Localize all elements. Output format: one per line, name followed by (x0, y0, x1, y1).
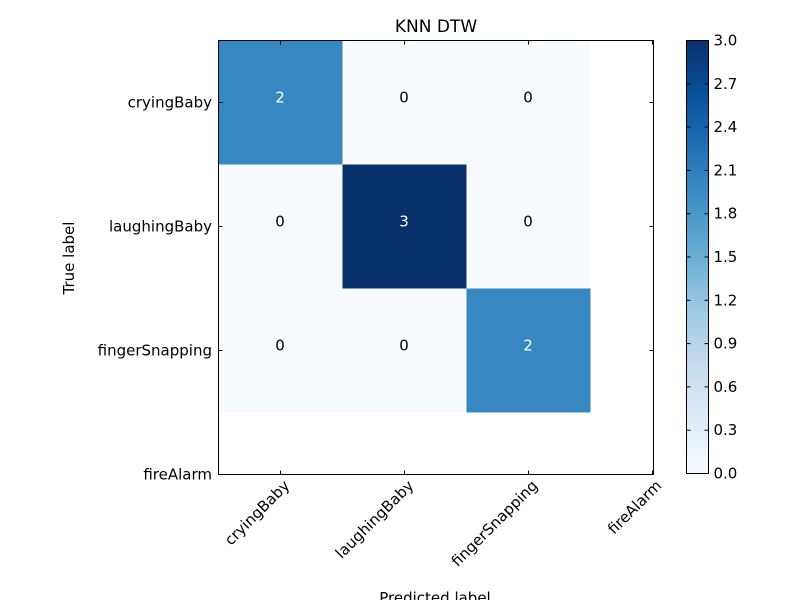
x-tick-label: fireAlarm (604, 477, 665, 538)
heatmap-cell (342, 164, 467, 289)
heatmap-cell (218, 164, 343, 289)
heatmap-cell (342, 40, 467, 165)
cell-value-label: 0 (399, 337, 409, 355)
heatmap-cell-labels: 2 0 0 0 3 0 0 0 2 (275, 89, 533, 355)
cell-value-label: 0 (275, 213, 285, 231)
plot-frame (218, 40, 654, 475)
y-tick-label: fireAlarm (143, 466, 212, 484)
heatmap-cell (218, 40, 343, 165)
y-tick-label: laughingBaby (109, 218, 212, 236)
cell-value-label: 2 (523, 337, 533, 355)
colorbar-ticks: 0.0 0.3 0.6 0.9 1.2 1.5 1.8 2.1 2.4 2.7 3.0 (686, 32, 738, 483)
y-axis-label: True label (60, 222, 78, 296)
x-tick-label: fingerSnapping (448, 477, 542, 571)
heatmap-cell (342, 288, 467, 413)
colorbar-tick-label: 1.5 (714, 248, 738, 266)
colorbar-tick-label: 0.6 (714, 378, 738, 396)
x-tick-label: laughingBaby (332, 477, 418, 563)
colorbar-tick-label: 1.8 (714, 205, 738, 223)
cell-value-label: 0 (523, 213, 533, 231)
y-tick-label: fingerSnapping (98, 342, 212, 360)
x-tick-label: cryingBaby (221, 477, 293, 549)
axis-ticks (218, 40, 654, 475)
heatmap-cells (218, 40, 591, 413)
cell-value-label: 0 (275, 337, 285, 355)
cell-value-label: 0 (523, 89, 533, 107)
cell-value-label: 3 (399, 213, 409, 231)
x-axis-label: Predicted label (379, 589, 490, 600)
chart-title: KNN DTW (395, 17, 477, 37)
colorbar-tick-label: 2.1 (714, 161, 738, 179)
heatmap-cell (218, 288, 343, 413)
x-tick-labels: cryingBaby laughingBaby fingerSnapping fire… (221, 477, 665, 571)
heatmap-cell (466, 40, 591, 165)
y-tick-labels: cryingBaby laughingBaby fingerSnapping fire… (98, 94, 212, 484)
colorbar-tick-label: 1.2 (714, 291, 738, 309)
heatmap-cell (466, 164, 591, 289)
colorbar-tick-label: 2.7 (714, 75, 738, 93)
colorbar-tick-label: 0.0 (714, 465, 738, 483)
y-tick-label: cryingBaby (128, 94, 212, 112)
cell-value-label: 2 (275, 89, 285, 107)
colorbar-tick-label: 2.4 (714, 118, 738, 136)
colorbar-tick-label: 0.9 (714, 335, 738, 353)
heatmap-cell (466, 288, 591, 413)
colorbar-tick-label: 3.0 (714, 32, 738, 50)
cell-value-label: 0 (399, 89, 409, 107)
colorbar-tick-label: 0.3 (714, 421, 738, 439)
